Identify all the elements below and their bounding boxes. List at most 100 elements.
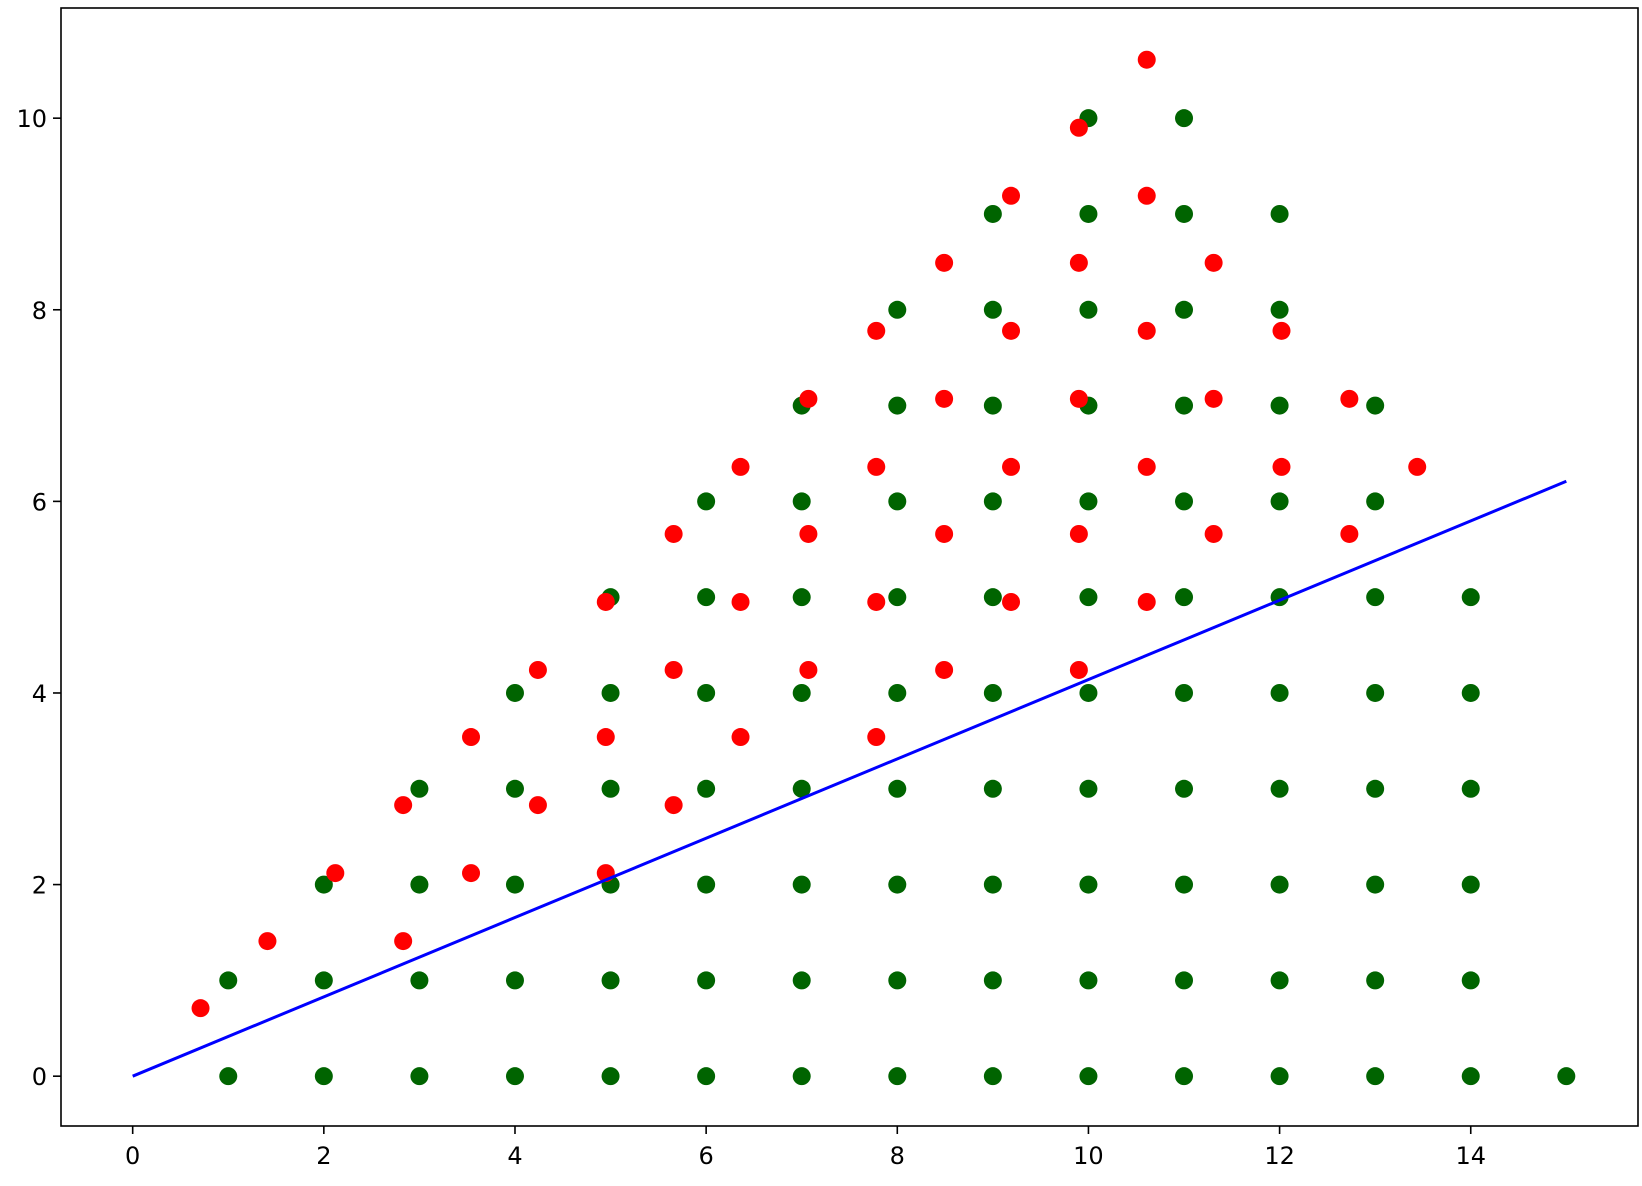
x-tick-label: 12	[1264, 1142, 1295, 1170]
data-point	[1175, 683, 1194, 702]
data-point	[867, 728, 886, 747]
data-point	[505, 875, 524, 894]
data-point	[1079, 492, 1098, 511]
data-point	[1002, 457, 1021, 476]
data-point	[697, 875, 716, 894]
data-point	[664, 524, 683, 543]
data-point	[1002, 592, 1021, 611]
data-point	[1079, 683, 1098, 702]
data-point	[1270, 1067, 1289, 1086]
data-point	[1366, 1067, 1385, 1086]
data-point	[983, 492, 1002, 511]
data-point	[1340, 389, 1359, 408]
data-point	[1069, 524, 1088, 543]
data-point	[219, 971, 238, 990]
data-point	[601, 971, 620, 990]
data-point	[792, 1067, 811, 1086]
data-point	[1002, 186, 1021, 205]
data-point	[1079, 875, 1098, 894]
data-point	[888, 492, 907, 511]
data-point	[314, 875, 333, 894]
data-point	[731, 728, 750, 747]
data-point	[1366, 971, 1385, 990]
data-point	[1366, 588, 1385, 607]
data-point	[697, 779, 716, 798]
data-point	[799, 389, 818, 408]
data-point	[1175, 109, 1194, 128]
data-point	[888, 588, 907, 607]
data-point	[935, 660, 954, 679]
data-point	[664, 796, 683, 815]
data-point	[1366, 875, 1385, 894]
data-point	[1270, 492, 1289, 511]
data-point	[799, 660, 818, 679]
x-tick-label: 2	[316, 1142, 331, 1170]
data-point	[1270, 396, 1289, 415]
data-point	[867, 592, 886, 611]
data-point	[792, 588, 811, 607]
data-point	[1366, 492, 1385, 511]
data-point	[1175, 396, 1194, 415]
data-point	[1137, 186, 1156, 205]
data-point	[697, 588, 716, 607]
data-point	[410, 971, 429, 990]
data-point	[1069, 253, 1088, 272]
data-point	[1461, 971, 1480, 990]
data-point	[697, 971, 716, 990]
data-point	[505, 779, 524, 798]
data-point	[314, 1067, 333, 1086]
data-point	[1079, 1067, 1098, 1086]
data-point	[1461, 875, 1480, 894]
data-point	[528, 796, 547, 815]
data-point	[731, 457, 750, 476]
data-point	[792, 779, 811, 798]
data-point	[1270, 204, 1289, 223]
data-point	[410, 1067, 429, 1086]
x-tick-label: 6	[698, 1142, 713, 1170]
data-point	[1079, 300, 1098, 319]
data-point	[601, 1067, 620, 1086]
data-point	[983, 971, 1002, 990]
data-point	[731, 592, 750, 611]
data-point	[983, 588, 1002, 607]
data-point	[1270, 875, 1289, 894]
data-point	[505, 971, 524, 990]
data-point	[867, 321, 886, 340]
data-point	[462, 728, 481, 747]
data-point	[1461, 779, 1480, 798]
data-point	[1079, 204, 1098, 223]
data-point	[1270, 779, 1289, 798]
data-point	[1079, 779, 1098, 798]
data-point	[888, 971, 907, 990]
data-point	[191, 999, 210, 1018]
data-point	[799, 524, 818, 543]
data-point	[1270, 971, 1289, 990]
data-point	[1137, 592, 1156, 611]
data-point	[1408, 457, 1427, 476]
data-point	[983, 683, 1002, 702]
data-point	[1204, 524, 1223, 543]
y-tick-label: 6	[32, 488, 47, 516]
data-point	[1270, 300, 1289, 319]
data-point	[1069, 389, 1088, 408]
data-point	[326, 864, 345, 883]
y-tick-label: 8	[32, 297, 47, 325]
data-point	[1366, 396, 1385, 415]
data-point	[1175, 1067, 1194, 1086]
data-point	[1204, 389, 1223, 408]
data-point	[983, 300, 1002, 319]
data-point	[505, 683, 524, 702]
data-point	[983, 875, 1002, 894]
data-point	[596, 728, 615, 747]
data-point	[1175, 588, 1194, 607]
data-point	[1461, 1067, 1480, 1086]
data-point	[505, 1067, 524, 1086]
data-point	[792, 971, 811, 990]
data-point	[462, 864, 481, 883]
x-tick-label: 4	[507, 1142, 522, 1170]
data-point	[888, 396, 907, 415]
data-point	[1272, 321, 1291, 340]
data-point	[697, 1067, 716, 1086]
data-point	[601, 683, 620, 702]
plot-area	[132, 50, 1576, 1086]
